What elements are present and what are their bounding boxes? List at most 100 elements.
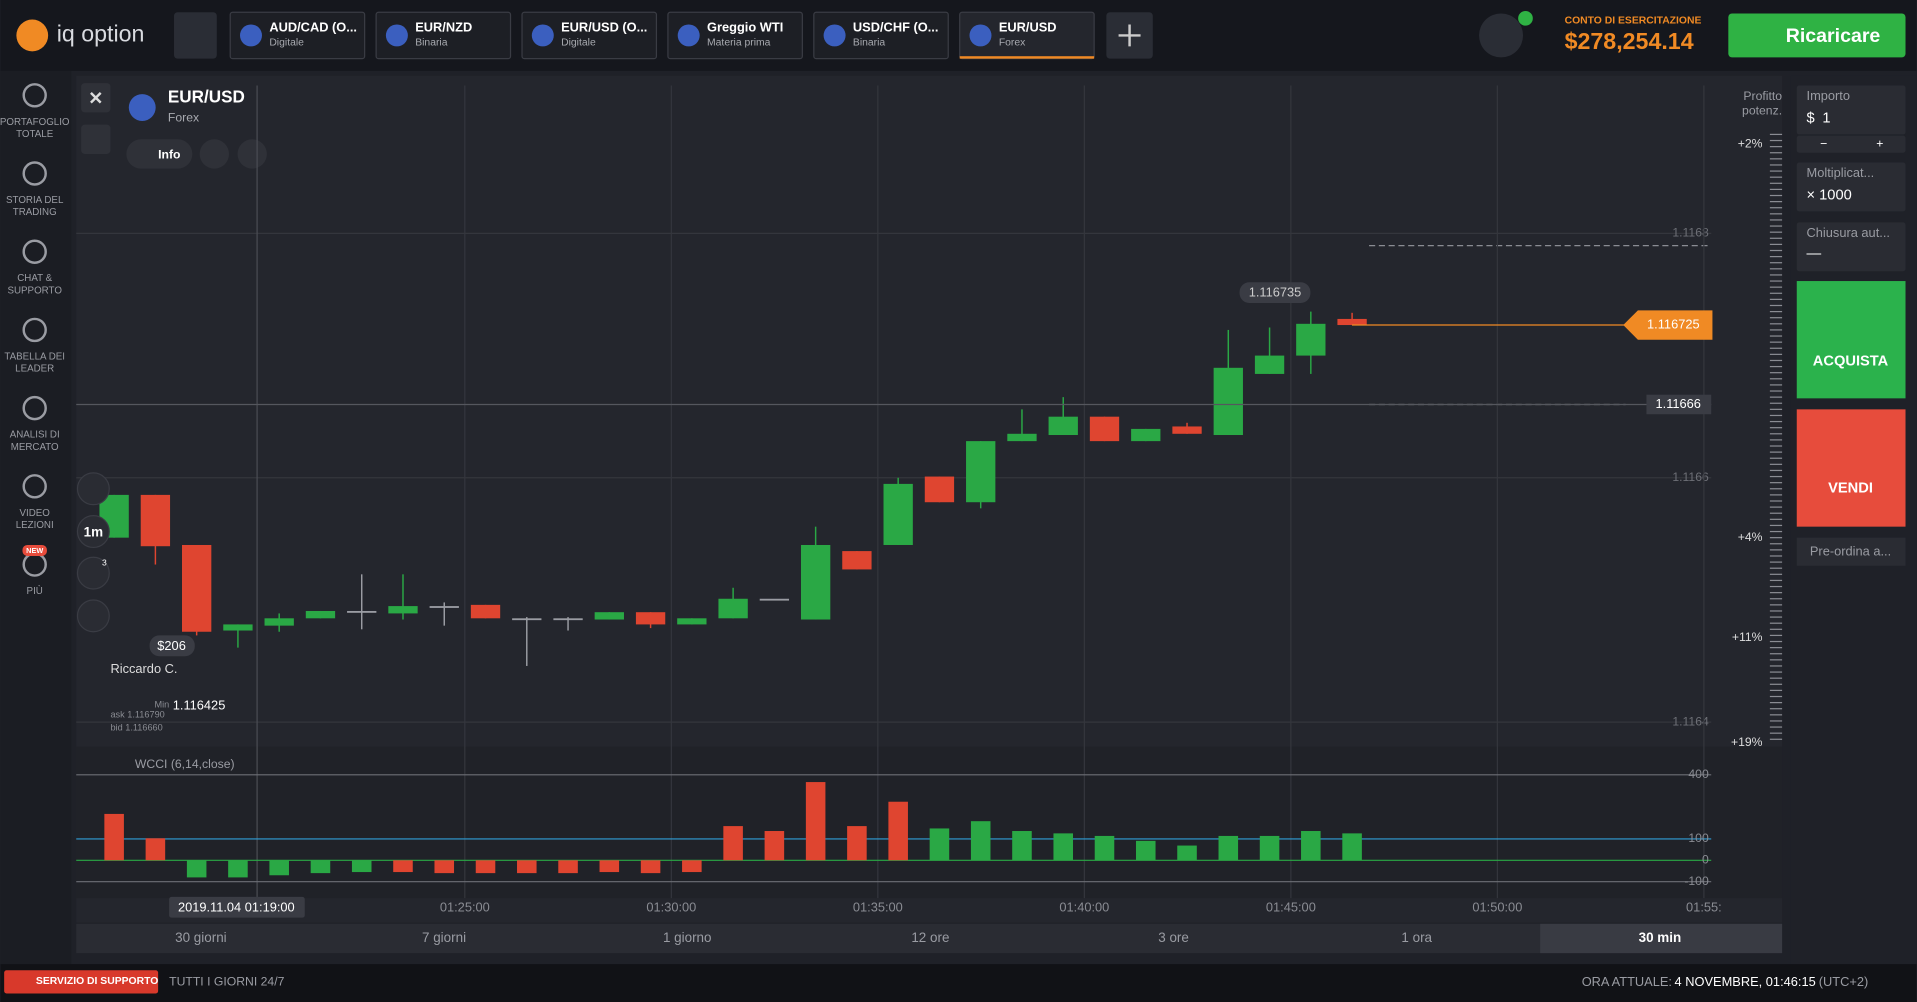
tool-button[interactable] bbox=[76, 472, 110, 506]
tab-sub: Forex bbox=[999, 38, 1026, 49]
tab-flag bbox=[531, 24, 554, 47]
sidebar-label: VIDEO bbox=[20, 508, 51, 519]
sell-button[interactable] bbox=[1796, 409, 1906, 527]
tab-name: Greggio WTI bbox=[707, 19, 783, 34]
crosshair-time-box bbox=[169, 896, 305, 918]
amount-field[interactable] bbox=[1796, 85, 1906, 135]
candle-body bbox=[1254, 355, 1285, 374]
active-period bbox=[1540, 923, 1783, 954]
tab-name: USD/CHF (O... bbox=[853, 19, 939, 34]
time-tick-label: 01:30:00 bbox=[646, 899, 696, 914]
profit-tick: +19% bbox=[1731, 735, 1763, 749]
deposit-button[interactable] bbox=[1728, 13, 1906, 58]
trader-name: Riccardo C. bbox=[110, 661, 177, 676]
candle-body bbox=[1089, 416, 1120, 442]
sidebar-label: PORTAFOGLIO bbox=[0, 117, 70, 128]
tab-name: EUR/USD bbox=[999, 19, 1057, 34]
current-time: 4 NOVEMBRE, 01:46:15 bbox=[1675, 974, 1816, 989]
sell-label: VENDI bbox=[1828, 481, 1873, 497]
sidebar-label: PIÙ bbox=[27, 586, 43, 597]
amount-stepper[interactable] bbox=[1796, 135, 1906, 153]
autoclose-field[interactable] bbox=[1796, 222, 1906, 272]
plus-icon bbox=[1118, 24, 1141, 47]
new-badge bbox=[22, 544, 47, 556]
tab-sub: Binaria bbox=[853, 38, 886, 49]
tab-flag bbox=[969, 24, 992, 47]
indicator-bar bbox=[805, 782, 826, 861]
favorite-button[interactable] bbox=[237, 139, 267, 169]
tab-sub: Binaria bbox=[415, 38, 448, 49]
candle-body bbox=[842, 551, 872, 570]
sidebar-icon bbox=[22, 161, 47, 186]
tab[interactable] bbox=[229, 11, 366, 60]
support-button[interactable] bbox=[4, 970, 159, 994]
camera-button[interactable] bbox=[1479, 13, 1524, 58]
buy-button[interactable] bbox=[1796, 281, 1906, 399]
candle-body bbox=[347, 610, 377, 613]
sidebar-label: SUPPORTO bbox=[7, 285, 62, 296]
sidebar-label: TRADING bbox=[13, 207, 57, 218]
preorder-button[interactable] bbox=[1796, 537, 1906, 566]
indicator-bar bbox=[393, 860, 413, 873]
tool-button[interactable] bbox=[76, 599, 110, 633]
trader-amount: $206 bbox=[157, 638, 186, 653]
indicator-bar bbox=[1342, 833, 1362, 861]
profit-tick: +4% bbox=[1738, 530, 1763, 544]
candle-body bbox=[470, 604, 501, 619]
tab-name: EUR/NZD bbox=[415, 19, 472, 34]
indicator-bar bbox=[1053, 833, 1074, 861]
collapse-button[interactable] bbox=[81, 124, 111, 154]
tab[interactable] bbox=[521, 11, 658, 60]
profit-label: potenz. bbox=[1742, 103, 1782, 117]
tab[interactable] bbox=[813, 11, 949, 60]
sidebar-icon bbox=[22, 474, 47, 499]
multiplier-field[interactable] bbox=[1796, 162, 1906, 212]
tool-button[interactable] bbox=[76, 515, 110, 549]
sidebar-label: LEZIONI bbox=[16, 520, 54, 531]
indicator-bar bbox=[517, 860, 537, 874]
grid-button[interactable] bbox=[174, 12, 217, 59]
time-tick-label: 01:25:00 bbox=[440, 899, 490, 914]
candle-body bbox=[924, 476, 955, 503]
candle-body bbox=[305, 610, 336, 619]
indicator-bar bbox=[475, 860, 496, 874]
amount-label: Importo bbox=[1807, 88, 1850, 103]
tab-flag bbox=[239, 24, 262, 47]
asset-type: Forex bbox=[168, 111, 199, 125]
crosshair-time: 2019.11.04 01:19:00 bbox=[178, 899, 295, 914]
tool-button[interactable] bbox=[76, 556, 110, 590]
indicator-bar bbox=[351, 860, 372, 873]
candle-body bbox=[1337, 318, 1367, 326]
alert-button[interactable] bbox=[199, 139, 229, 169]
period-option: 1 giorno bbox=[663, 930, 712, 945]
candle-body bbox=[1131, 428, 1161, 442]
bid-label: bid 1.116660 bbox=[110, 723, 162, 733]
candle-body bbox=[512, 618, 542, 621]
autoclose-label: Chiusura aut... bbox=[1807, 225, 1890, 240]
indicator-bar bbox=[310, 860, 331, 874]
tab-sub: Materia prima bbox=[707, 38, 771, 49]
candle-body bbox=[264, 618, 294, 626]
last-price-label: 1.116725 bbox=[1647, 316, 1700, 331]
tab[interactable] bbox=[375, 11, 512, 60]
indicator-bar bbox=[640, 860, 661, 874]
asset-name: EUR/USD bbox=[168, 87, 245, 106]
tab[interactable] bbox=[667, 11, 803, 60]
footer-bar bbox=[0, 964, 1917, 1002]
candle-body bbox=[759, 598, 790, 601]
high-price-tag bbox=[1239, 282, 1311, 304]
deposit-label: Ricaricare bbox=[1786, 25, 1881, 47]
candle-body bbox=[1296, 323, 1326, 356]
indicator-bar bbox=[434, 860, 455, 874]
indicator-bar bbox=[1177, 845, 1197, 861]
candle-body bbox=[800, 544, 831, 620]
min-label: Min bbox=[154, 699, 169, 709]
period-option: 30 giorni bbox=[175, 930, 227, 945]
indicator-bar bbox=[970, 821, 991, 861]
info-button[interactable] bbox=[126, 139, 193, 169]
profit-tick: +11% bbox=[1732, 630, 1763, 644]
candle-body bbox=[1048, 416, 1078, 436]
candle-body bbox=[677, 618, 707, 625]
candle-body bbox=[635, 612, 666, 625]
sidebar-label: TOTALE bbox=[16, 129, 54, 140]
